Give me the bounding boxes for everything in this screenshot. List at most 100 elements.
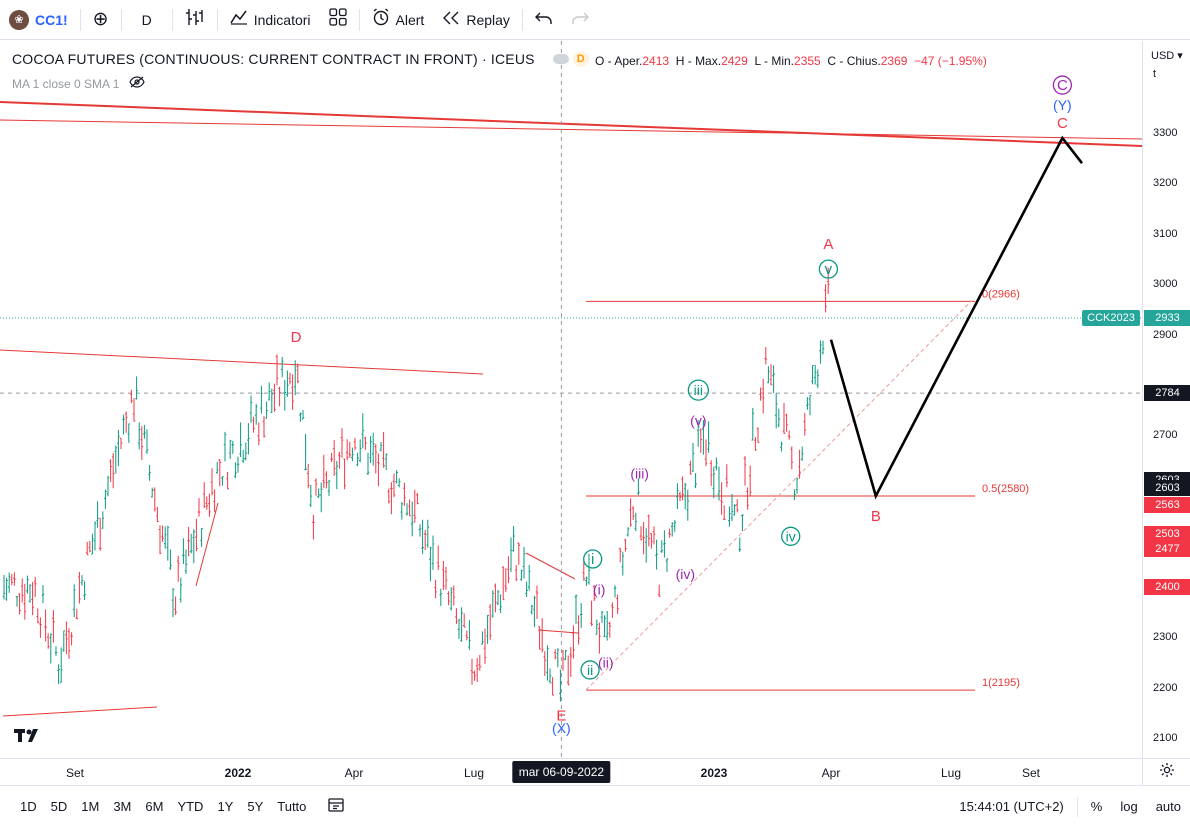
range-button-5d[interactable]: 5D bbox=[50, 799, 68, 814]
high-value: 2429 bbox=[721, 54, 748, 68]
indicators-button[interactable]: Indicatori bbox=[221, 0, 320, 40]
delayed-data-badge[interactable]: D bbox=[572, 51, 589, 67]
ohlc-bar bbox=[413, 489, 417, 523]
range-button-6m[interactable]: 6M bbox=[145, 799, 164, 814]
time-axis[interactable]: mar 06-09-2022 Set 2022 Apr Lug 2023 Apr Lug Se… bbox=[0, 758, 1142, 785]
percent-scale-toggle[interactable]: % bbox=[1090, 799, 1103, 814]
range-button-1m[interactable]: 1M bbox=[81, 799, 100, 814]
redo-button[interactable] bbox=[562, 0, 598, 40]
range-button-5y[interactable]: 5Y bbox=[247, 799, 264, 814]
price-tag-label: 2563 bbox=[1144, 496, 1190, 513]
currency-selector[interactable]: USD ▾ bbox=[1151, 49, 1183, 62]
wave-label: A bbox=[823, 236, 833, 253]
ohlc-bar bbox=[36, 608, 40, 624]
ohlc-bar bbox=[556, 648, 560, 668]
ohlc-bar bbox=[722, 505, 726, 520]
range-button-ytd[interactable]: YTD bbox=[177, 799, 204, 814]
ohlc-bar bbox=[234, 462, 237, 479]
small-trendline bbox=[195, 502, 219, 587]
ohlc-bar bbox=[611, 602, 614, 618]
time-tick-label: Lug bbox=[463, 766, 485, 780]
ohlc-bar bbox=[793, 489, 796, 501]
ohlc-bar bbox=[44, 609, 47, 642]
ohlc-bar bbox=[283, 379, 287, 411]
tradingview-logo[interactable] bbox=[14, 727, 44, 748]
wave-label: D bbox=[291, 329, 302, 346]
range-button-3m[interactable]: 3M bbox=[113, 799, 132, 814]
ohlc-bar bbox=[569, 646, 573, 677]
auto-scale-toggle[interactable]: auto bbox=[1155, 799, 1181, 814]
ohlc-bar bbox=[483, 628, 487, 664]
log-scale-toggle[interactable]: log bbox=[1120, 799, 1138, 814]
ma-indicator-legend[interactable]: MA 1 close 0 SMA 1 bbox=[12, 76, 146, 91]
ohlc-bar bbox=[322, 454, 326, 489]
ohlc-bar bbox=[767, 366, 770, 384]
ohlc-bar bbox=[392, 473, 396, 498]
price-scale[interactable]: USD ▾ t 33003200310030002900270026002500… bbox=[1142, 41, 1190, 758]
alert-button[interactable]: Alert bbox=[363, 0, 434, 40]
range-button-tutto[interactable]: Tutto bbox=[277, 799, 307, 814]
ohlc-bar bbox=[728, 506, 731, 527]
ohlc-bar bbox=[208, 493, 211, 517]
ohlc-bar bbox=[772, 365, 775, 394]
resistance-trendline-upper bbox=[0, 101, 1142, 147]
ohlc-bar bbox=[782, 402, 786, 434]
ohlc-bar bbox=[226, 471, 229, 490]
ohlc-bar bbox=[332, 440, 336, 476]
range-button-1y[interactable]: 1Y bbox=[217, 799, 234, 814]
ohlc-bar bbox=[548, 668, 552, 684]
ohlc-bar bbox=[676, 483, 679, 510]
price-chart[interactable]: 0(2966)0.5(2580)1(2195)DE(X)iii(i)(ii)(i… bbox=[0, 41, 1142, 758]
ohlc-bar bbox=[239, 422, 242, 458]
templates-button[interactable] bbox=[320, 0, 356, 40]
symbol-label: CC1! bbox=[35, 11, 68, 28]
price-tag-label: 2477 bbox=[1144, 541, 1190, 558]
ohlc-bar bbox=[304, 433, 307, 471]
ohlc-bar bbox=[109, 459, 112, 482]
replay-button[interactable]: Replay bbox=[433, 0, 519, 40]
ohlc-bar bbox=[70, 632, 73, 646]
ohlc-bar bbox=[574, 594, 578, 624]
ohlc-bar bbox=[670, 522, 674, 537]
wave-label: C bbox=[1057, 77, 1068, 94]
ohlc-bar bbox=[434, 579, 437, 599]
ohlc-bar bbox=[808, 395, 812, 416]
ohlc-bar bbox=[564, 650, 567, 661]
ohlc-bar bbox=[540, 618, 544, 653]
ohlc-bar bbox=[192, 529, 196, 564]
wave-label: (ii) bbox=[598, 654, 614, 670]
interval-label: D bbox=[141, 11, 152, 28]
chart-pane[interactable]: 0(2966) 0.5(2580) 1(2195) D E (X) i ii (i) (ii) (i… bbox=[0, 41, 1142, 758]
clock-timezone[interactable]: 15:44:01 (UTC+2) bbox=[959, 799, 1064, 814]
ohlc-bar bbox=[704, 439, 708, 467]
go-to-date-icon[interactable] bbox=[327, 797, 345, 817]
range-button-1d[interactable]: 1D bbox=[20, 799, 37, 814]
ohlc-bar bbox=[600, 610, 604, 623]
ohlc-bar bbox=[429, 546, 432, 582]
ohlc-bar bbox=[743, 456, 747, 486]
ohlc-bar bbox=[137, 422, 141, 450]
toolbar-divider bbox=[216, 8, 218, 31]
compare-symbol-button[interactable]: ⊕ bbox=[84, 0, 118, 40]
interval-button[interactable]: D bbox=[125, 0, 169, 40]
ohlc-bar bbox=[821, 340, 825, 355]
ohlc-bar bbox=[800, 446, 804, 461]
ohlc-bar bbox=[7, 572, 11, 593]
ohlc-bar bbox=[470, 658, 474, 685]
ohlc-bar bbox=[696, 419, 700, 447]
ohlc-bar bbox=[145, 429, 149, 454]
chart-settings-button[interactable] bbox=[1142, 758, 1190, 785]
ohlc-bar bbox=[595, 619, 599, 635]
unit-selector[interactable]: t bbox=[1153, 68, 1157, 80]
ohlc-bars bbox=[2, 267, 830, 702]
triangle-line-top bbox=[525, 552, 576, 580]
chart-type-button[interactable] bbox=[176, 0, 214, 40]
ohlc-bar bbox=[501, 566, 505, 601]
symbol-search-button[interactable]: ❀ CC1! bbox=[0, 0, 77, 40]
ohlc-bar bbox=[236, 456, 240, 473]
ohlc-bar bbox=[104, 489, 107, 509]
ohlc-bar bbox=[616, 594, 619, 614]
hidden-eye-icon[interactable] bbox=[129, 76, 146, 91]
undo-button[interactable] bbox=[526, 0, 562, 40]
ohlc-bar bbox=[488, 604, 492, 640]
